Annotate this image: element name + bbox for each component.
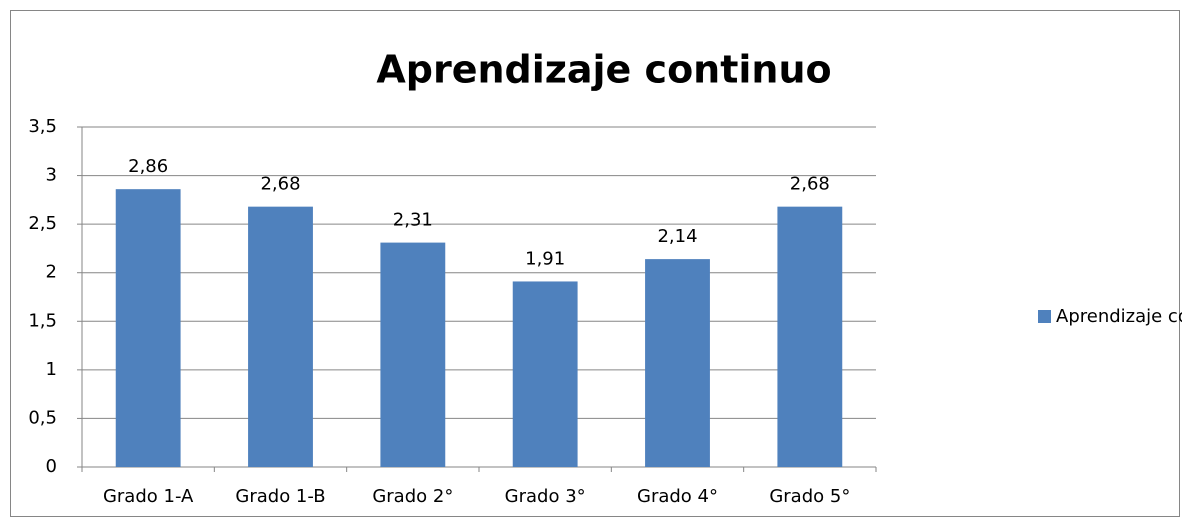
x-tick-label: Grado 2° [372,486,453,507]
data-label: 2,31 [393,210,433,231]
y-tick-label: 3 [46,165,57,186]
chart-border [10,10,1180,517]
bar [512,281,578,467]
y-tick-label: 1 [46,359,57,380]
y-tick-label: 0 [46,456,57,477]
y-tick-label: 2,5 [28,213,57,234]
chart-title: Aprendizaje continuo [376,48,831,92]
bar [248,206,313,467]
x-tick-label: Grado 3° [505,486,586,507]
x-tick-label: Grado 1-B [235,486,325,507]
data-label: 2,14 [657,226,697,247]
bar [777,206,843,467]
y-tick-label: 0,5 [28,407,57,428]
data-label: 1,91 [525,248,565,269]
bar [645,259,710,467]
x-tick-label: Grado 1-A [103,486,194,507]
data-label: 2,68 [790,174,830,195]
data-label: 2,68 [260,174,300,195]
data-label: 2,86 [128,156,168,177]
x-tick-label: Grado 5° [769,486,850,507]
bar [115,189,181,467]
y-tick-label: 1,5 [28,310,57,331]
legend-label: Aprendizaje continuo [1056,306,1182,327]
legend-swatch [1038,310,1051,323]
bar [380,242,446,467]
y-tick-label: 3,5 [28,116,57,137]
x-tick-label: Grado 4° [637,486,718,507]
y-tick-label: 2 [46,262,57,283]
